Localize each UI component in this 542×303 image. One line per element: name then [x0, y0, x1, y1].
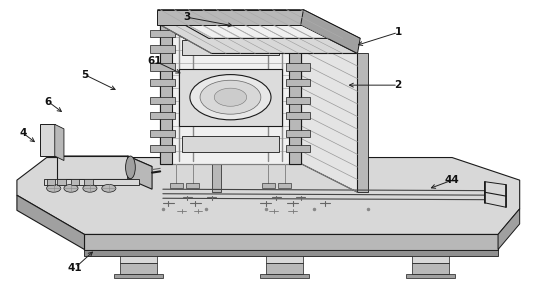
Polygon shape [286, 112, 311, 119]
Text: 3: 3 [184, 12, 191, 22]
Polygon shape [151, 145, 175, 152]
Polygon shape [260, 274, 309, 278]
Polygon shape [57, 156, 152, 167]
Polygon shape [85, 250, 498, 255]
Polygon shape [179, 68, 282, 126]
Polygon shape [182, 40, 279, 55]
Polygon shape [17, 195, 85, 250]
Polygon shape [266, 263, 304, 274]
Polygon shape [151, 45, 175, 53]
Polygon shape [160, 25, 358, 53]
Ellipse shape [126, 156, 136, 179]
Text: 61: 61 [147, 56, 162, 66]
Polygon shape [498, 209, 520, 250]
Polygon shape [411, 263, 449, 274]
Polygon shape [301, 10, 360, 53]
Polygon shape [120, 263, 158, 274]
Polygon shape [286, 130, 311, 137]
Polygon shape [40, 124, 55, 156]
Polygon shape [151, 130, 175, 137]
Circle shape [83, 185, 97, 192]
Polygon shape [170, 183, 183, 188]
Polygon shape [114, 274, 163, 278]
Circle shape [64, 185, 78, 192]
Polygon shape [289, 25, 301, 164]
Polygon shape [286, 97, 311, 104]
Polygon shape [278, 183, 291, 188]
Polygon shape [57, 156, 128, 179]
Circle shape [214, 88, 247, 106]
Circle shape [47, 185, 61, 192]
Polygon shape [44, 179, 139, 185]
Polygon shape [358, 53, 369, 192]
Polygon shape [158, 10, 360, 38]
Polygon shape [286, 63, 311, 71]
Text: 2: 2 [395, 80, 402, 90]
Polygon shape [151, 63, 175, 71]
Text: 6: 6 [44, 97, 52, 107]
Polygon shape [286, 30, 311, 38]
Polygon shape [151, 30, 175, 38]
Polygon shape [71, 179, 79, 185]
Polygon shape [158, 10, 304, 25]
Text: 4: 4 [20, 128, 27, 138]
Polygon shape [411, 255, 449, 263]
Polygon shape [286, 145, 311, 152]
Polygon shape [485, 182, 506, 207]
Polygon shape [286, 78, 311, 86]
Polygon shape [262, 183, 275, 188]
Polygon shape [57, 179, 66, 185]
Polygon shape [160, 25, 301, 164]
Text: 1: 1 [395, 27, 402, 37]
Polygon shape [160, 25, 358, 53]
Polygon shape [128, 156, 152, 189]
Circle shape [190, 75, 271, 120]
Polygon shape [151, 97, 175, 104]
Polygon shape [151, 112, 175, 119]
Polygon shape [120, 255, 158, 263]
Polygon shape [55, 124, 64, 161]
Polygon shape [85, 179, 93, 185]
Polygon shape [17, 158, 520, 235]
Polygon shape [211, 53, 221, 192]
Polygon shape [151, 78, 175, 86]
Circle shape [102, 185, 116, 192]
Text: 41: 41 [68, 263, 82, 273]
Circle shape [200, 80, 261, 114]
Polygon shape [286, 45, 311, 53]
Polygon shape [47, 179, 55, 185]
Polygon shape [301, 25, 358, 192]
Polygon shape [182, 136, 279, 152]
Polygon shape [85, 235, 498, 250]
Polygon shape [406, 274, 455, 278]
Text: 44: 44 [445, 175, 460, 185]
Text: 5: 5 [81, 70, 88, 80]
Polygon shape [160, 25, 172, 164]
Polygon shape [186, 183, 199, 188]
Polygon shape [266, 255, 304, 263]
